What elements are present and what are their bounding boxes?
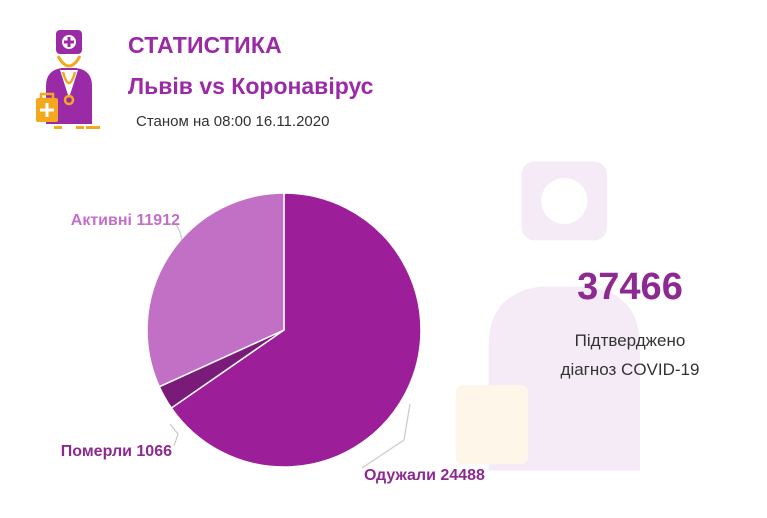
slice-leader-line: [169, 423, 179, 447]
pie-slice: [146, 192, 285, 388]
slice-leader-line: [175, 223, 183, 241]
slice-label: Померли 1066: [61, 443, 172, 460]
doctor-watermark-icon: [455, 161, 640, 471]
total-caption-line2: діагноз COVID-19: [560, 360, 700, 379]
page-title: СТАТИСТИКА: [128, 32, 282, 58]
total-caption-line1: Підтверджено: [574, 331, 686, 350]
total-confirmed: 37466: [577, 266, 683, 308]
slice-leader-line: [361, 403, 411, 469]
page-subtitle: Львів vs Коронавірус: [128, 73, 374, 99]
total-caption: Підтверджено діагноз COVID-19: [520, 326, 740, 384]
slice-label: Активні 11912: [71, 212, 180, 229]
pie-slice: [170, 192, 422, 468]
doctor-icon: [36, 30, 100, 129]
slice-label: Одужали 24488: [364, 467, 485, 484]
as-of-date: Станом на 08:00 16.11.2020: [136, 113, 330, 130]
